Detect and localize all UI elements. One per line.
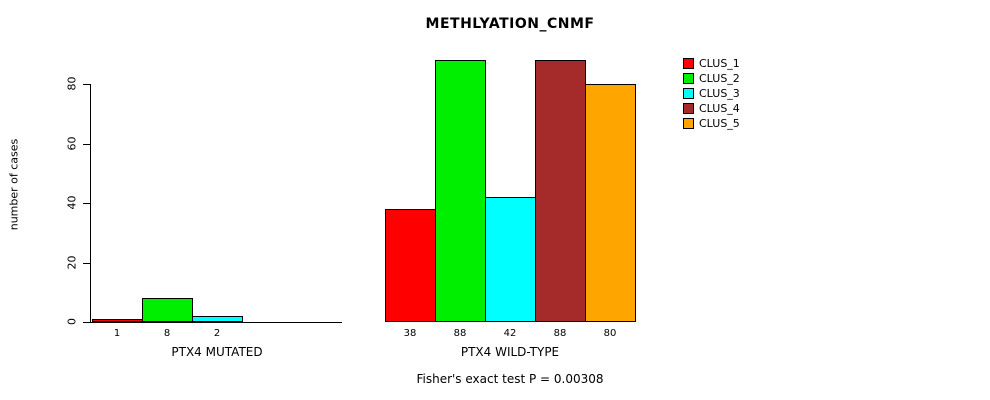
legend-swatch-icon [683,88,694,99]
y-tick [83,84,90,85]
y-tick-label: 20 [65,255,79,269]
legend-item-clus_5: CLUS_5 [683,116,740,131]
bar-value-label: 8 [163,328,171,339]
bar-clus_5-wildtype [585,84,636,322]
bar-clus_1-mutated [92,319,143,322]
group-label-mutated: PTX4 MUTATED [171,345,263,359]
legend: CLUS_1 CLUS_2 CLUS_3 CLUS_4 CLUS_5 [683,56,740,131]
bar-value-label: 42 [503,328,517,339]
bar-clus_2-mutated [142,298,193,322]
bar-clus_1-wildtype [385,209,436,322]
y-tick [83,262,90,264]
y-axis-line [90,84,91,323]
bar-value-label: 88 [553,328,567,339]
bar-clus_3-mutated [192,316,243,322]
y-tick-label: 40 [65,195,79,210]
legend-swatch-icon [683,103,694,114]
bar-value-label: 38 [403,328,417,339]
legend-item-clus_4: CLUS_4 [683,101,740,116]
y-tick-label: 80 [65,76,79,91]
bar-clus_4-wildtype [535,60,586,322]
legend-item-clus_2: CLUS_2 [683,71,740,86]
x-axis-line [90,322,342,323]
legend-item-clus_1: CLUS_1 [683,56,740,71]
legend-label: CLUS_3 [699,87,740,100]
bar-value-label: 88 [453,328,467,339]
y-tick-label: 0 [65,318,79,325]
legend-swatch-icon [683,73,694,84]
subtitle-pvalue: Fisher's exact test P = 0.00308 [416,372,604,386]
y-axis-label: number of cases [7,138,21,231]
y-tick [83,203,90,204]
legend-swatch-icon [683,58,694,69]
legend-label: CLUS_4 [699,102,740,115]
group-label-wildtype: PTX4 WILD-TYPE [460,345,560,359]
bar-value-label: 80 [603,328,617,339]
chart-title: METHLYATION_CNMF [425,16,595,32]
legend-label: CLUS_1 [699,57,740,70]
legend-label: CLUS_5 [699,117,740,130]
bar-clus_3-wildtype [485,197,536,322]
y-tick [83,143,90,145]
legend-item-clus_3: CLUS_3 [683,86,740,101]
bar-value-label: 2 [213,328,221,339]
bar-value-label: 1 [113,328,121,339]
legend-swatch-icon [683,118,694,129]
legend-label: CLUS_2 [699,72,740,85]
y-tick [83,322,90,323]
bar-clus_2-wildtype [435,60,486,322]
y-tick-label: 60 [65,136,79,150]
